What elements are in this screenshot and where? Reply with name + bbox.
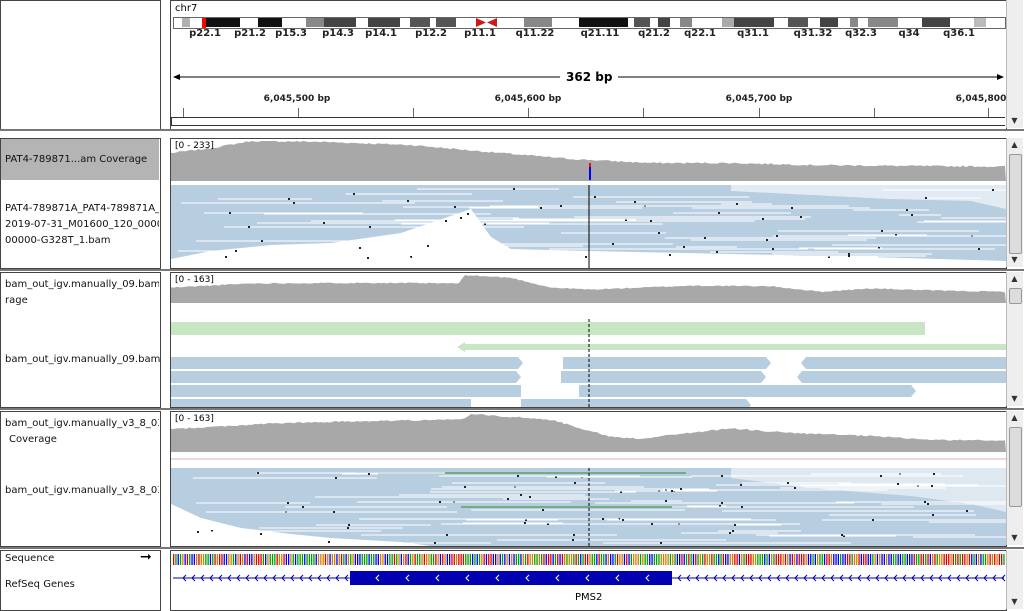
- cytoband-label: p14.1: [365, 28, 397, 39]
- sequence-label[interactable]: Sequence: [5, 553, 55, 564]
- panel3-separator[interactable]: [0, 547, 1024, 549]
- cytoband-ideogram[interactable]: [173, 17, 1006, 29]
- panel1-alignment-label-2[interactable]: 2019-07-31_M01600_120_0000: [5, 219, 159, 230]
- cytoband-label: q31.1: [737, 28, 769, 39]
- panel3-alignment-label[interactable]: bam_out_igv.manually_v3_8_03.: [5, 485, 159, 496]
- panel1-separator[interactable]: [0, 269, 1024, 271]
- panel2-scrollbar[interactable]: ▲ ▼: [1006, 272, 1023, 406]
- scroll-down-icon[interactable]: ▼: [1011, 255, 1018, 264]
- sequence-strand-arrow-icon[interactable]: ➞: [140, 549, 152, 565]
- panel3-data[interactable]: [170, 411, 1007, 547]
- scroll-thumb[interactable]: [1009, 288, 1022, 304]
- cytoband-label: q22.1: [684, 28, 716, 39]
- scroll-thumb[interactable]: [1009, 427, 1022, 507]
- panel2-name-panel: [0, 272, 161, 408]
- cytoband-label: q21.2: [638, 28, 670, 39]
- cytoband-labels: p22.1 p21.2 p15.3 p14.3 p14.1 p12.2 p11.1 q11.2…: [173, 17, 1004, 39]
- scroll-up-icon[interactable]: ▲: [1011, 140, 1018, 149]
- scroll-down-icon[interactable]: ▼: [1011, 533, 1018, 542]
- panel1-coverage-label[interactable]: PAT4-789871...am Coverage: [5, 154, 148, 165]
- panel2-data[interactable]: [170, 272, 1007, 408]
- ruler-tick-label: 6,045,600 bp: [494, 94, 562, 104]
- chromosome-label: chr7: [175, 3, 198, 14]
- header-name-panel: [0, 0, 161, 130]
- span-label: 362 bp: [560, 70, 619, 84]
- current-locus-marker: [202, 18, 206, 28]
- ruler-tick-label: 6,045,500 bp: [263, 94, 331, 104]
- scroll-down-icon[interactable]: ▼: [1011, 394, 1018, 403]
- panel2-coverage-range: [0 - 163]: [175, 275, 214, 285]
- panel3-name-panel: [0, 411, 161, 547]
- cytoband-label: q21.11: [580, 28, 620, 39]
- gene-name-label: PMS2: [575, 592, 603, 603]
- ruler-tick-label: 6,045,700 bp: [725, 94, 793, 104]
- scroll-down-icon[interactable]: ▼: [1011, 597, 1018, 606]
- cytoband-label: p11.1: [464, 28, 496, 39]
- cytoband-label: p22.1: [189, 28, 221, 39]
- panel1-coverage-range: [0 - 233]: [175, 141, 214, 151]
- scroll-up-icon[interactable]: ▲: [1011, 274, 1018, 283]
- cytoband-label: p12.2: [415, 28, 447, 39]
- refseq-genes-label[interactable]: RefSeq Genes: [5, 579, 75, 590]
- panel3-coverage-label-2[interactable]: Coverage: [9, 434, 57, 445]
- panel2-alignment-label[interactable]: bam_out_igv.manually_09.bam: [5, 354, 161, 365]
- panel2-coverage-label-1[interactable]: bam_out_igv.manually_09.bam C: [5, 279, 159, 290]
- bottom-data-panel[interactable]: [170, 550, 1007, 611]
- scroll-thumb[interactable]: [1009, 154, 1022, 254]
- cytoband-label: q36.1: [943, 28, 975, 39]
- bottom-scrollbar[interactable]: ▼: [1006, 550, 1023, 609]
- panel2-separator[interactable]: [0, 408, 1024, 410]
- panel1-alignment-label-1[interactable]: PAT4-789871A_PAT4-789871A_: [5, 203, 159, 214]
- panel1-data[interactable]: [170, 138, 1007, 269]
- cytoband-label: p15.3: [275, 28, 307, 39]
- panel3-coverage-range: [0 - 163]: [175, 414, 214, 424]
- cytoband-label: p14.3: [322, 28, 354, 39]
- cytoband-label: q32.3: [845, 28, 877, 39]
- cytoband-label: p21.2: [234, 28, 266, 39]
- ruler-tick-label: 6,045,800: [955, 94, 1007, 104]
- panel3-scrollbar[interactable]: ▲ ▼: [1006, 411, 1023, 545]
- scroll-down-icon[interactable]: ▼: [1011, 116, 1018, 125]
- cytoband-label: q31.32: [793, 28, 833, 39]
- panel2-coverage-label-2[interactable]: rage: [5, 295, 28, 306]
- panel1-alignment-label-3[interactable]: 00000-G328T_1.bam: [5, 235, 111, 246]
- ruler[interactable]: 6,045,500 bp 6,045,600 bp 6,045,700 bp 6,04…: [171, 93, 1007, 126]
- panel1-coverage-name-selected[interactable]: [1, 139, 159, 180]
- cytoband-label: q11.22: [515, 28, 555, 39]
- panel3-coverage-label-1[interactable]: bam_out_igv.manually_v3_8_03.: [5, 418, 159, 429]
- panel1-scrollbar[interactable]: ▲ ▼: [1006, 138, 1023, 267]
- cytoband-label: q34: [898, 28, 920, 39]
- header-separator[interactable]: [0, 129, 1024, 131]
- header-scrollbar[interactable]: ▼: [1006, 0, 1023, 128]
- scroll-up-icon[interactable]: ▲: [1011, 413, 1018, 422]
